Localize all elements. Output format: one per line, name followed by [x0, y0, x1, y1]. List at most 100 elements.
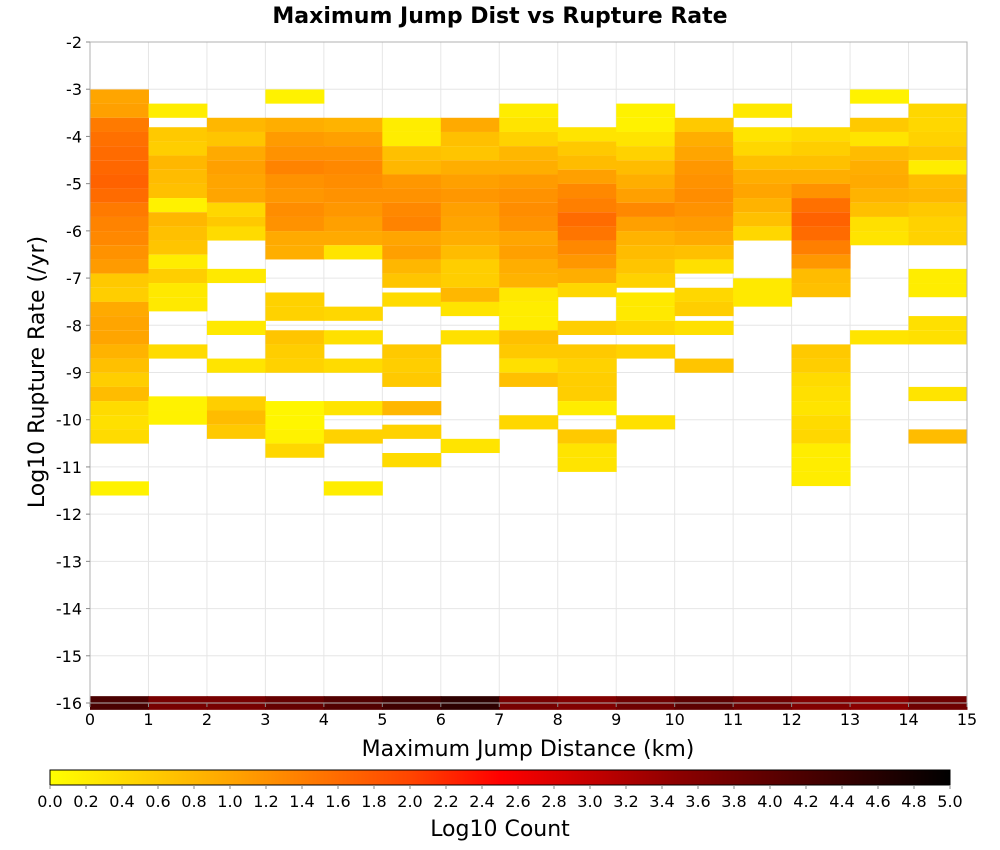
- colorbar-tick-label: 0.8: [181, 792, 206, 811]
- heatmap-cell: [323, 401, 383, 416]
- heatmap-cell: [382, 131, 442, 147]
- heatmap-cell: [148, 103, 208, 118]
- heatmap-cell: [850, 117, 910, 132]
- colorbar-tick-label: 2.8: [541, 792, 566, 811]
- heatmap-cell: [148, 283, 208, 298]
- heatmap-cell: [616, 131, 676, 147]
- heatmap-cell: [908, 231, 968, 246]
- heatmap-cell: [791, 471, 851, 487]
- y-tick-label: -12: [56, 505, 82, 524]
- heatmap-cell: [616, 245, 676, 260]
- heatmap-cell: [265, 344, 325, 359]
- heatmap-cell: [206, 226, 266, 241]
- heatmap-cell: [323, 131, 383, 147]
- heatmap-cell: [557, 268, 617, 284]
- heatmap-cell: [499, 231, 559, 246]
- heatmap-cell: [499, 117, 559, 132]
- heatmap-cell: [440, 146, 500, 161]
- heatmap-cell: [557, 401, 617, 416]
- x-tick-label: 12: [781, 710, 801, 729]
- heatmap-cell: [850, 216, 910, 232]
- heatmap-cell: [908, 316, 968, 331]
- heatmap-cell: [382, 231, 442, 246]
- colorbar-tick-label: 0.2: [73, 792, 98, 811]
- heatmap-cell: [265, 443, 325, 458]
- heatmap-cell: [616, 306, 676, 321]
- y-axis-ticks: -2 -3 -4 -5 -6 -7 -8 -9 -10 -11 -12 -13 -14 -15 -16: [56, 33, 90, 713]
- heatmap-cell: [908, 330, 968, 345]
- heatmap-cell: [382, 401, 442, 416]
- heatmap-cell: [148, 183, 208, 199]
- heatmap-cell: [674, 174, 734, 189]
- heatmap-cell: [90, 386, 149, 402]
- colorbar-tick-label: 3.4: [649, 792, 674, 811]
- heatmap-cell: [557, 155, 617, 170]
- heatmap-cell: [616, 202, 676, 217]
- heatmap-cell: [791, 443, 851, 458]
- heatmap-cell: [265, 160, 325, 175]
- heatmap-cell: [616, 231, 676, 246]
- heatmap-cell: [791, 141, 851, 156]
- y-tick-label: -6: [66, 222, 82, 241]
- heatmap-cell: [148, 240, 208, 255]
- heatmap-cell: [557, 240, 617, 255]
- heatmap-cell: [148, 396, 208, 411]
- heatmap-cell: [616, 259, 676, 274]
- heatmap-cell: [440, 117, 500, 132]
- heatmap-cell: [616, 273, 676, 288]
- y-tick-label: -7: [66, 269, 82, 288]
- heatmap-cell: [791, 155, 851, 170]
- heatmap-cell: [148, 297, 208, 312]
- heatmap-cell: [499, 330, 559, 345]
- colorbar-tick-label: 5.0: [937, 792, 962, 811]
- heatmap-cell: [557, 254, 617, 269]
- heatmap-cell: [90, 188, 149, 203]
- colorbar-tick-label: 3.8: [721, 792, 746, 811]
- heatmap-cell: [674, 117, 734, 132]
- heatmap-cell: [382, 358, 442, 373]
- heatmap-cell: [499, 146, 559, 161]
- heatmap-cell: [90, 231, 149, 246]
- heatmap-cell: [791, 198, 851, 213]
- heatmap-cell: [265, 306, 325, 321]
- heatmap-cell: [499, 287, 559, 302]
- heatmap-cell: [557, 283, 617, 298]
- colorbar-tick-label: 2.0: [397, 792, 422, 811]
- heatmap-cell: [908, 131, 968, 147]
- chart-title: Maximum Jump Dist vs Rupture Rate: [272, 4, 727, 29]
- colorbar-tick-label: 4.0: [757, 792, 782, 811]
- heatmap-cell: [733, 278, 793, 293]
- heatmap-cell: [850, 146, 910, 161]
- heatmap-cell: [206, 174, 266, 189]
- heatmap-cell: [90, 216, 149, 232]
- heatmap-cell: [90, 481, 149, 496]
- heatmap-cell: [616, 415, 676, 430]
- heatmap-cell: [674, 358, 734, 373]
- heatmap-cell: [440, 245, 500, 260]
- heatmap-cell: [499, 202, 559, 217]
- heatmap-cell: [616, 344, 676, 359]
- heatmap-cell: [265, 131, 325, 147]
- x-tick-label: 15: [957, 710, 977, 729]
- heatmap-cell: [90, 245, 149, 260]
- heatmap-cell: [206, 117, 266, 132]
- heatmap-cell: [791, 358, 851, 373]
- heatmap-cell: [908, 429, 968, 444]
- x-tick-label: 4: [319, 710, 329, 729]
- heatmap-cell: [440, 231, 500, 246]
- heatmap-cell: [557, 457, 617, 472]
- heatmap-cell: [206, 320, 266, 335]
- heatmap-cell: [674, 160, 734, 175]
- heatmap-cell: [90, 259, 149, 274]
- heatmap-cell: [908, 216, 968, 232]
- heatmap-cell: [674, 245, 734, 260]
- heatmap-cell: [499, 174, 559, 189]
- x-tick-label: 1: [143, 710, 153, 729]
- heatmap-cell: [265, 429, 325, 444]
- colorbar-tick-label: 1.6: [325, 792, 350, 811]
- heatmap-cell: [499, 160, 559, 175]
- colorbar-tick-label: 3.0: [577, 792, 602, 811]
- heatmap-cell: [850, 174, 910, 189]
- heatmap-cell: [90, 103, 149, 118]
- heatmap-cell: [499, 131, 559, 147]
